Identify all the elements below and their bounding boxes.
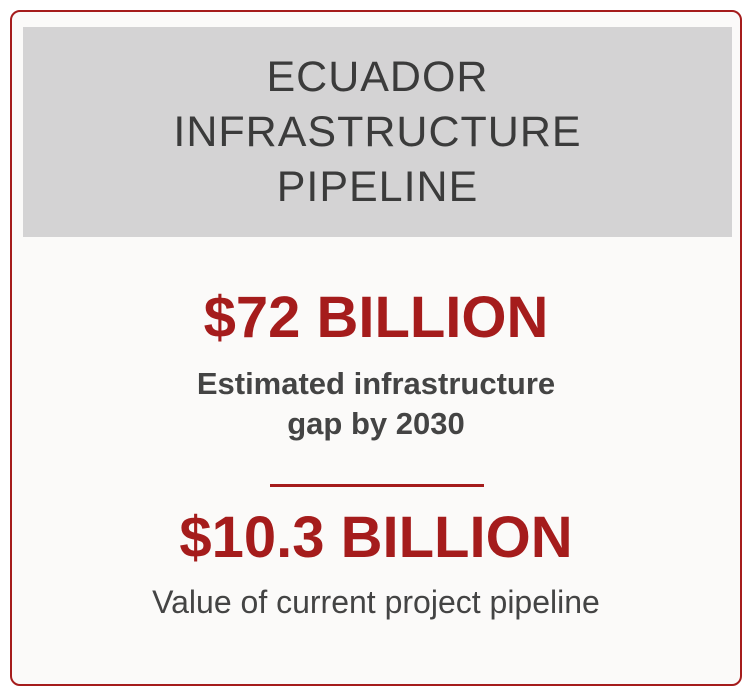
infographic-card: ECUADOR INFRASTRUCTURE PIPELINE $72 BILL… [10, 10, 742, 686]
title-line: ECUADOR [266, 52, 489, 101]
title-line: PIPELINE [276, 162, 479, 211]
header-banner: ECUADOR INFRASTRUCTURE PIPELINE [23, 27, 732, 237]
label-line: gap by 2030 [287, 406, 465, 441]
divider [270, 484, 484, 487]
stat-label-pipeline: Value of current project pipeline [152, 584, 600, 620]
title-line: INFRASTRUCTURE [173, 107, 582, 156]
stat-label-gap: Estimated infrastructure gap by 2030 [12, 364, 740, 444]
label-line: Estimated infrastructure [196, 366, 556, 401]
stat-value-pipeline: $10.3 BILLION [179, 505, 573, 570]
title: ECUADOR INFRASTRUCTURE PIPELINE [173, 50, 581, 215]
stat-value-gap: $72 BILLION [203, 285, 549, 350]
